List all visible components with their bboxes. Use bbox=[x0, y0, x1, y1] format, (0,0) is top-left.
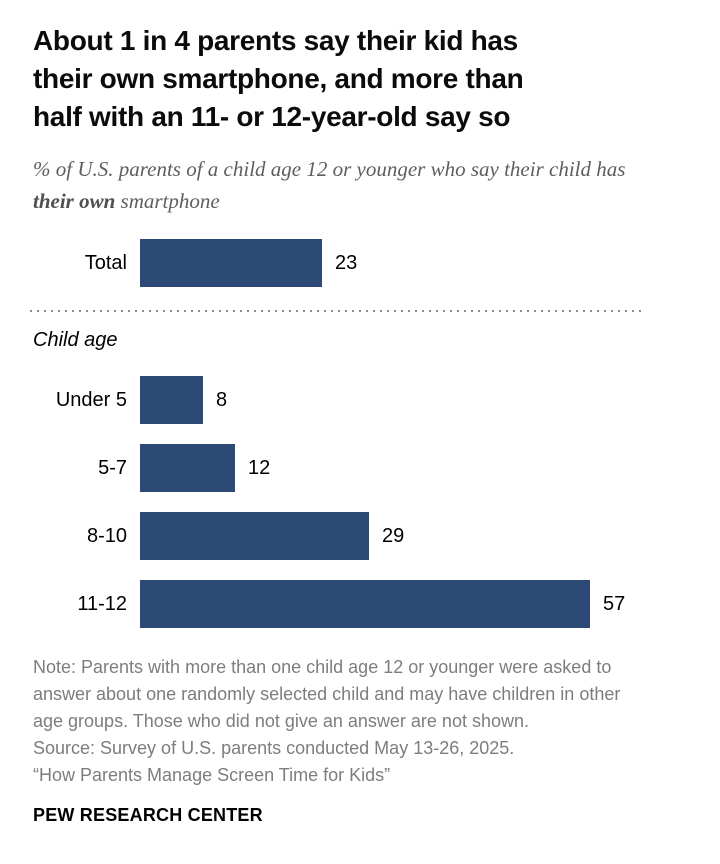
note-text: Note: Parents with more than one child a… bbox=[33, 657, 621, 731]
bar-row-total: Total 23 bbox=[33, 239, 690, 287]
title-line-3: half with an 11- or 12-year-old say so bbox=[33, 101, 511, 132]
bar-value-under-5: 8 bbox=[216, 388, 228, 411]
bar-label-8-10: 8-10 bbox=[86, 524, 127, 547]
subtitle-suffix: smartphone bbox=[115, 189, 220, 213]
group-header-child-age: Child age bbox=[33, 329, 118, 351]
brand-footer: PEW RESEARCH CENTER bbox=[33, 805, 263, 825]
bar-total bbox=[140, 239, 322, 287]
chart-subtitle: % of U.S. parents of a child age 12 or y… bbox=[33, 153, 633, 217]
source-text: Source: Survey of U.S. parents conducted… bbox=[33, 738, 515, 758]
title-line-2: their own smartphone, and more than bbox=[33, 63, 524, 94]
subtitle-emphasis: their own bbox=[33, 189, 116, 213]
chart-card: About 1 in 4 parents say their kid has t… bbox=[30, 22, 690, 825]
bar-row-11-12: 11-12 57 bbox=[33, 580, 690, 628]
bar-8-10 bbox=[140, 512, 369, 560]
bar-value-total: 23 bbox=[335, 251, 358, 274]
page-title: About 1 in 4 parents say their kid has t… bbox=[33, 22, 690, 136]
subtitle-prefix: % of U.S. parents of a child age 12 or y… bbox=[33, 157, 626, 181]
citation-text: “How Parents Manage Screen Time for Kids… bbox=[33, 765, 391, 785]
bar-label-total: Total bbox=[84, 251, 127, 274]
footnotes: Note: Parents with more than one child a… bbox=[33, 654, 648, 789]
bar-row-8-10: 8-10 29 bbox=[33, 512, 690, 560]
bar-label-5-7: 5-7 bbox=[98, 456, 127, 479]
bar-label-under-5: Under 5 bbox=[55, 388, 127, 411]
bar-5-7 bbox=[140, 444, 235, 492]
bar-row-under-5: Under 5 8 bbox=[33, 376, 690, 424]
bar-11-12 bbox=[140, 580, 590, 628]
bar-value-8-10: 29 bbox=[382, 524, 405, 547]
bar-value-11-12: 57 bbox=[603, 592, 626, 615]
bar-label-11-12: 11-12 bbox=[77, 592, 127, 615]
bar-value-5-7: 12 bbox=[248, 456, 271, 479]
dotted-divider bbox=[30, 310, 645, 312]
child-age-rows: Under 5 8 5-7 12 8-10 29 11-12 57 bbox=[33, 376, 690, 628]
title-line-1: About 1 in 4 parents say their kid has bbox=[33, 25, 518, 56]
bar-row-5-7: 5-7 12 bbox=[33, 444, 690, 492]
bar-chart: Total 23 Child age Under 5 8 5-7 12 8-10… bbox=[30, 239, 690, 628]
bar-under-5 bbox=[140, 376, 203, 424]
